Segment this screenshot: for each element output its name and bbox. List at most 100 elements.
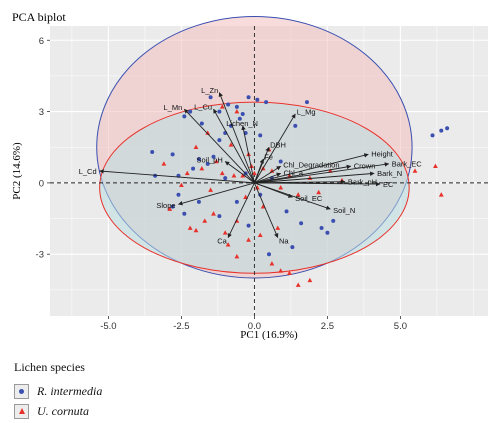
- point-u-cornuta: [187, 225, 193, 230]
- x-tick-label: 5.0: [394, 321, 407, 332]
- loading-arrow: [254, 153, 369, 184]
- loading-label: L_Mn: [163, 103, 182, 112]
- point-r-intermedia: [170, 152, 175, 157]
- point-u-cornuta: [219, 170, 225, 176]
- point-r-intermedia: [226, 102, 231, 107]
- x-axis-label: PC1 (16.9%): [240, 329, 298, 341]
- point-r-intermedia: [319, 226, 324, 231]
- legend-label: U. cornuta: [37, 403, 89, 418]
- circle-marker-icon: [14, 383, 29, 399]
- point-r-intermedia: [217, 109, 222, 114]
- point-r-intermedia: [258, 133, 263, 138]
- point-u-cornuta: [295, 282, 301, 287]
- loading-arrow: [254, 113, 296, 184]
- point-u-cornuta: [211, 211, 216, 216]
- loading-label: Fe: [264, 152, 273, 161]
- point-r-intermedia: [264, 100, 269, 105]
- point-u-cornuta: [257, 232, 263, 237]
- point-r-intermedia: [267, 252, 271, 257]
- point-r-intermedia: [246, 223, 251, 228]
- point-u-cornuta: [234, 253, 240, 259]
- loading-arrow: [213, 108, 255, 184]
- x-tick-label: -2.5: [173, 321, 189, 332]
- chart-title: PCA biplot: [12, 10, 66, 24]
- point-u-cornuta: [275, 225, 281, 230]
- legend-item-u-cornuta: U. cornuta: [14, 401, 214, 421]
- point-u-cornuta: [278, 185, 284, 190]
- point-u-cornuta: [412, 168, 418, 173]
- point-r-intermedia: [240, 111, 245, 116]
- loading-arrow: [183, 108, 255, 184]
- point-u-cornuta: [193, 144, 199, 150]
- point-u-cornuta: [193, 227, 199, 233]
- point-u-cornuta: [205, 130, 211, 135]
- loading-label: Soil_N: [333, 206, 355, 215]
- loading-label: Na: [279, 236, 289, 245]
- loading-label: Bark_N: [377, 169, 402, 178]
- y-axis-label: PC2 (14.6%): [11, 142, 23, 200]
- triangle-marker-icon: [14, 403, 29, 419]
- legend-item-r-intermedia: R. intermedia: [14, 381, 214, 401]
- y-tick-label: 6: [39, 36, 44, 47]
- sample-points: [150, 95, 450, 287]
- point-r-intermedia: [293, 123, 298, 128]
- loading-arrow: [253, 158, 264, 184]
- loading-arrow: [254, 172, 282, 184]
- point-r-intermedia: [246, 95, 251, 100]
- point-r-intermedia: [255, 97, 260, 102]
- pca-biplot-chart: PCA biplot L_Zn L_Mn L_Cu Lichen_N L_Mg DBH Fe…: [11, 10, 488, 341]
- point-u-cornuta: [295, 192, 301, 197]
- point-u-cornuta: [234, 108, 240, 114]
- loading-label: DBH: [270, 140, 286, 149]
- y-tick-label: -3: [36, 250, 44, 261]
- loading-label: Chl_Degradation: [283, 161, 339, 170]
- legend-title: Lichen species: [14, 360, 85, 374]
- loading-label: L_Cd: [79, 167, 97, 176]
- point-r-intermedia: [150, 149, 155, 154]
- point-u-cornuta: [214, 158, 219, 164]
- legend: Lichen species R. intermedia U. cornuta: [14, 360, 214, 421]
- point-u-cornuta: [269, 168, 275, 173]
- loading-label: Soil_pH: [197, 156, 223, 165]
- point-u-cornuta: [167, 206, 173, 211]
- point-r-intermedia: [191, 166, 196, 171]
- point-u-cornuta: [278, 268, 284, 273]
- loading-label: Bark_pH: [348, 178, 377, 187]
- loading-arrow: [99, 169, 255, 184]
- point-r-intermedia: [205, 161, 210, 166]
- loading-arrow: [254, 181, 381, 187]
- point-r-intermedia: [299, 221, 304, 226]
- point-u-cornuta: [161, 161, 167, 166]
- point-r-intermedia: [223, 176, 228, 181]
- tick-labels: -5.0 -2.5 0.0 2.5 5.0 -3 0 3 6: [36, 36, 407, 332]
- point-r-intermedia: [439, 128, 444, 133]
- point-u-cornuta: [184, 170, 190, 176]
- point-r-intermedia: [445, 126, 450, 131]
- loading-arrow: [178, 182, 255, 206]
- point-u-cornuta: [219, 104, 225, 109]
- point-u-cornuta: [252, 170, 257, 176]
- point-r-intermedia: [182, 211, 187, 216]
- point-r-intermedia: [196, 157, 201, 162]
- point-u-cornuta: [260, 204, 266, 209]
- point-u-cornuta: [249, 163, 254, 169]
- loading-arrow: [253, 182, 279, 238]
- point-r-intermedia: [430, 133, 435, 138]
- loading-arrow: [254, 162, 390, 184]
- loading-label: Lichen_N: [226, 119, 258, 128]
- point-r-intermedia: [331, 218, 336, 223]
- legend-label: R. intermedia: [37, 383, 103, 398]
- loading-arrow: [218, 92, 255, 184]
- point-u-cornuta: [208, 187, 213, 192]
- point-u-cornuta: [246, 237, 251, 242]
- point-r-intermedia: [284, 209, 289, 214]
- point-r-intermedia: [234, 199, 239, 204]
- point-u-cornuta: [240, 173, 246, 178]
- loading-label: L_Mg: [297, 107, 316, 116]
- point-r-intermedia: [290, 245, 295, 250]
- loading-arrow: [241, 125, 255, 183]
- loading-label: Slope: [156, 201, 175, 210]
- point-r-intermedia: [234, 104, 239, 109]
- loading-label: Bark_EC: [392, 159, 423, 168]
- point-r-intermedia: [199, 121, 204, 126]
